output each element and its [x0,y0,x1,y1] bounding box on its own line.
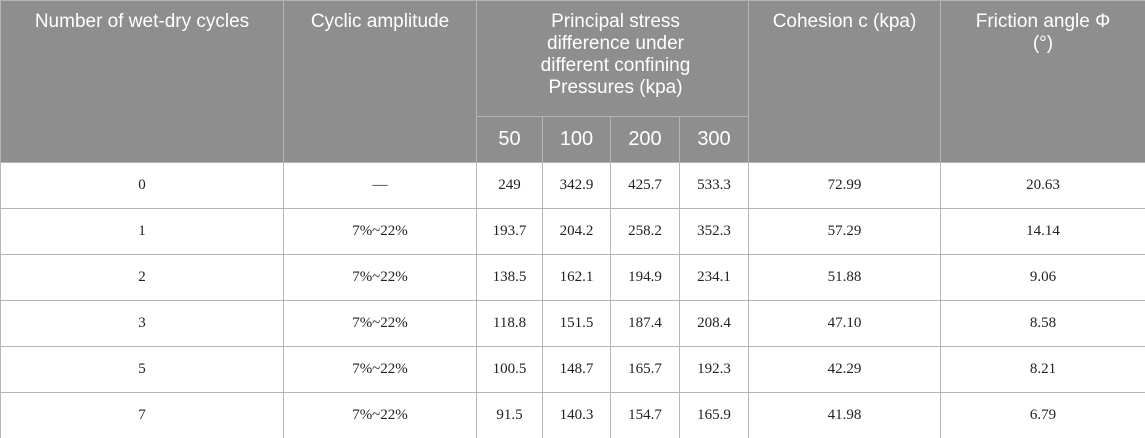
cell-p50: 138.5 [477,255,543,301]
cell-cycles: 1 [1,209,284,255]
cell-p50: 249 [477,163,543,209]
cell-p200: 154.7 [611,393,680,438]
cell-p300: 165.9 [680,393,749,438]
cell-cycles: 5 [1,347,284,393]
cell-p100: 148.7 [543,347,611,393]
header-stress-group: Principal stress difference under differ… [477,1,749,117]
cell-friction: 14.14 [941,209,1145,255]
cell-p300: 234.1 [680,255,749,301]
cell-cohesion: 42.29 [749,347,941,393]
cell-friction: 6.79 [941,393,1145,438]
cell-p200: 165.7 [611,347,680,393]
cell-cycles: 0 [1,163,284,209]
cell-p200: 187.4 [611,301,680,347]
cell-cohesion: 41.98 [749,393,941,438]
header-cycles: Number of wet-dry cycles [1,1,284,163]
cell-amplitude: 7%~22% [284,301,477,347]
cell-friction: 8.58 [941,301,1145,347]
table-header: Number of wet-dry cycles Cyclic amplitud… [1,1,1145,163]
cell-amplitude: 7%~22% [284,393,477,438]
cell-cohesion: 57.29 [749,209,941,255]
cell-p50: 193.7 [477,209,543,255]
cell-p300: 208.4 [680,301,749,347]
cell-cohesion: 72.99 [749,163,941,209]
cell-cohesion: 47.10 [749,301,941,347]
cell-friction: 9.06 [941,255,1145,301]
cell-amplitude: — [284,163,477,209]
cell-p50: 118.8 [477,301,543,347]
cell-amplitude: 7%~22% [284,347,477,393]
cell-p50: 91.5 [477,393,543,438]
cell-amplitude: 7%~22% [284,209,477,255]
cell-p200: 194.9 [611,255,680,301]
cell-p100: 342.9 [543,163,611,209]
cell-p100: 140.3 [543,393,611,438]
cell-cohesion: 51.88 [749,255,941,301]
cell-p300: 192.3 [680,347,749,393]
cell-cycles: 3 [1,301,284,347]
header-amplitude: Cyclic amplitude [284,1,477,163]
header-pressure-50: 50 [477,116,543,162]
header-pressure-200: 200 [611,116,680,162]
header-cohesion: Cohesion c (kpa) [749,1,941,163]
cell-p100: 151.5 [543,301,611,347]
cell-amplitude: 7%~22% [284,255,477,301]
cell-cycles: 7 [1,393,284,438]
cell-p200: 258.2 [611,209,680,255]
header-pressure-100: 100 [543,116,611,162]
cell-cycles: 2 [1,255,284,301]
cell-p100: 162.1 [543,255,611,301]
cell-p300: 352.3 [680,209,749,255]
cell-p300: 533.3 [680,163,749,209]
cell-p200: 425.7 [611,163,680,209]
cell-p50: 100.5 [477,347,543,393]
cell-friction: 20.63 [941,163,1145,209]
cell-friction: 8.21 [941,347,1145,393]
header-pressure-300: 300 [680,116,749,162]
header-friction: Friction angle Φ (°) [941,1,1145,163]
cell-p100: 204.2 [543,209,611,255]
